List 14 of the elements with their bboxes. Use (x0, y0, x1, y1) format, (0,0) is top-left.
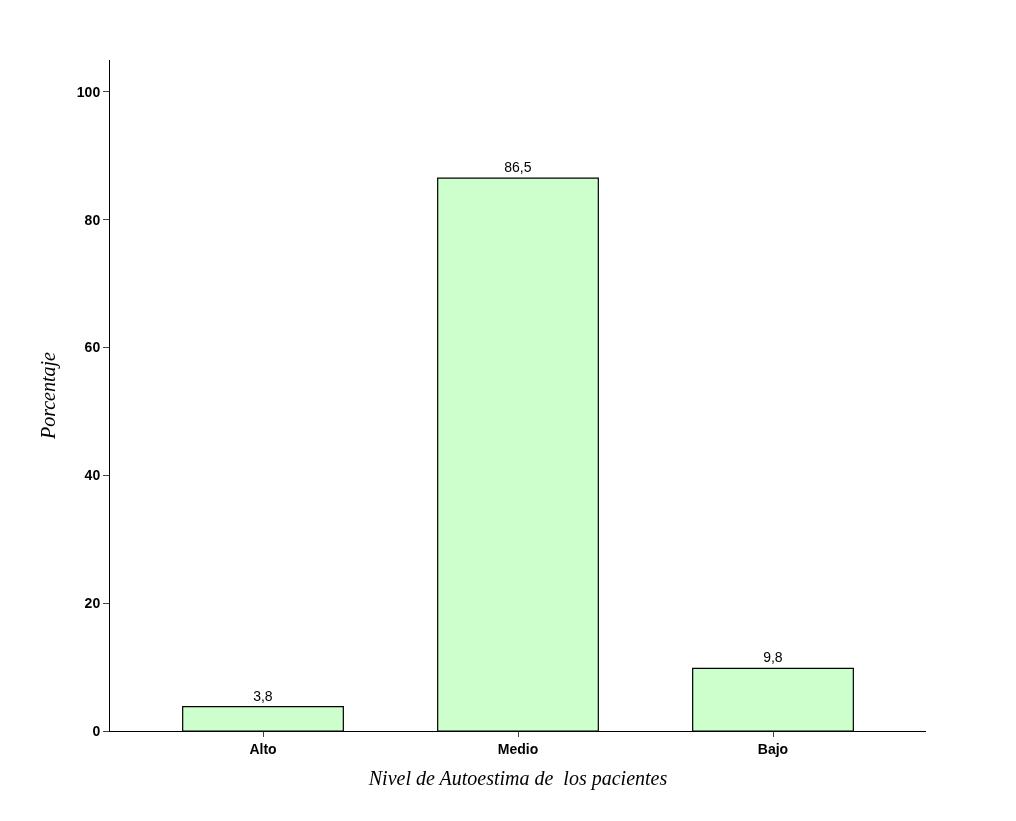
x-axis-title: Nivel de Autoestima de los pacientes (367, 767, 668, 791)
y-tick-label: 60 (84, 339, 101, 356)
y-tick-label: 40 (84, 467, 101, 484)
y-tick-label: 0 (92, 722, 101, 739)
data-label: 3,8 (253, 687, 273, 704)
data-label: 9,8 (763, 649, 783, 666)
data-label: 86,5 (504, 159, 532, 176)
y-tick-label: 100 (76, 83, 101, 100)
y-tick-label: 80 (84, 211, 101, 228)
y-tick-label: 20 (84, 595, 101, 612)
x-tick-label: Bajo (757, 740, 789, 757)
x-tick-label: Medio (497, 740, 539, 757)
y-axis-title: Porcentaje (37, 351, 61, 441)
x-tick-label: Alto (249, 740, 277, 757)
